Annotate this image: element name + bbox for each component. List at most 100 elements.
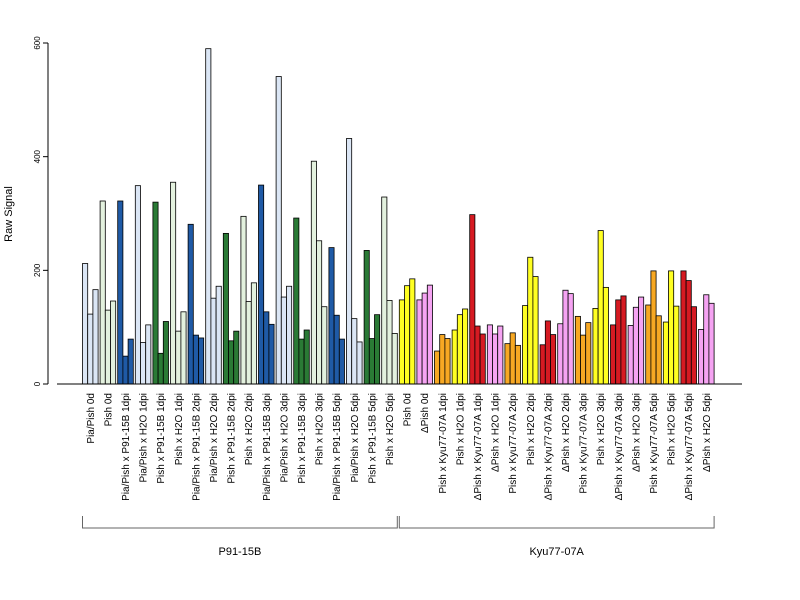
bar — [346, 138, 353, 385]
x-tick-label: Pia/Pish 0d — [86, 393, 97, 444]
x-tick-label: Pish x Kyu77-07A 1dpi — [438, 393, 449, 494]
bar — [122, 355, 129, 385]
bar — [668, 270, 675, 385]
x-tick-label: ΔPish x H2O 3dpi — [631, 393, 642, 472]
group-bracket — [82, 516, 398, 529]
bar — [698, 329, 705, 385]
bar — [104, 309, 111, 385]
bar — [280, 296, 287, 385]
bar — [192, 334, 199, 385]
bar — [268, 323, 275, 385]
bar — [597, 230, 604, 385]
y-tick-label: 0 — [33, 381, 42, 386]
bar — [175, 330, 182, 385]
y-tick-label: 200 — [33, 263, 42, 277]
bar — [544, 320, 551, 385]
bar — [673, 305, 680, 385]
bar — [456, 314, 463, 385]
bar — [293, 217, 300, 385]
x-tick-label: Pish x H2O 2dpi — [244, 393, 255, 465]
bar — [451, 329, 458, 385]
group-bracket — [398, 516, 715, 529]
bar — [228, 340, 235, 385]
bar — [303, 329, 310, 385]
bar — [99, 200, 106, 385]
bar — [632, 306, 639, 385]
bar — [627, 325, 634, 385]
bar — [263, 311, 270, 385]
bar — [321, 306, 328, 385]
bar — [567, 293, 574, 385]
x-tick-label: Pish x H2O 5dpi — [667, 393, 678, 465]
bar — [286, 285, 293, 385]
bar — [145, 324, 152, 385]
bar — [391, 333, 398, 385]
bar — [514, 344, 521, 385]
bar — [328, 247, 335, 385]
bar — [87, 313, 94, 385]
bar — [134, 185, 141, 385]
x-tick-label: Pia/Pish x P91-15B 2dpi — [191, 393, 202, 501]
bar — [310, 160, 317, 385]
bar — [434, 350, 441, 385]
bar — [645, 304, 652, 385]
bar — [222, 232, 229, 385]
bar — [404, 285, 411, 385]
x-tick-label: Pish x H2O 2dpi — [526, 393, 537, 465]
x-tick-label: Pia/Pish x H2O 3dpi — [279, 393, 290, 483]
bar — [486, 324, 493, 385]
bar — [638, 296, 645, 385]
x-tick-label: ΔPish x Kyu77-07A 1dpi — [473, 393, 484, 500]
bar — [527, 256, 534, 385]
x-tick-label: Pish x H2O 3dpi — [315, 393, 326, 465]
bar — [333, 314, 340, 385]
bar — [363, 250, 370, 385]
x-tick-label: ΔPish x H2O 5dpi — [702, 393, 713, 472]
bar — [374, 314, 381, 385]
bar — [592, 308, 599, 385]
bar — [110, 300, 117, 385]
x-tick-label: Pia/Pish x P91-15B 5dpi — [332, 393, 343, 501]
bar — [92, 289, 99, 385]
x-tick-label: Pish x Kyu77-07A 5dpi — [649, 393, 660, 494]
bar — [386, 300, 393, 385]
bar — [469, 214, 476, 385]
x-tick-label: Pish x P91-15B 5dpi — [367, 393, 378, 484]
bar — [157, 352, 164, 385]
bar — [356, 341, 363, 385]
x-tick-label: Pish x Kyu77-07A 3dpi — [579, 393, 590, 494]
group-label: Kyu77-07A — [529, 546, 584, 558]
bar — [615, 299, 622, 385]
bar — [439, 334, 446, 385]
bar — [351, 318, 358, 385]
bar — [708, 302, 715, 385]
x-tick-label: Pish x Kyu77-07A 2dpi — [508, 393, 519, 494]
bar — [140, 342, 147, 385]
bar — [205, 48, 212, 385]
bar — [409, 278, 416, 385]
x-tick-label: Pia/Pish x P91-15B 1dpi — [121, 393, 132, 501]
bar — [444, 338, 451, 385]
bar — [492, 333, 499, 385]
bar — [662, 321, 669, 385]
bar — [215, 285, 222, 385]
bar — [655, 315, 662, 385]
bar — [233, 330, 240, 385]
bar — [258, 184, 265, 385]
bar — [187, 223, 194, 385]
bar — [620, 295, 627, 385]
x-tick-label: Pia/Pish x H2O 2dpi — [209, 393, 220, 483]
bar — [180, 311, 187, 385]
bar — [610, 324, 617, 385]
bar — [550, 334, 557, 385]
bar — [650, 270, 657, 385]
x-tick-label: Pia/Pish x H2O 1dpi — [139, 393, 150, 483]
bar — [416, 299, 423, 385]
bar — [680, 270, 687, 385]
bar — [275, 76, 282, 385]
bars-layer — [82, 48, 715, 385]
bar — [316, 240, 323, 385]
x-tick-label: ΔPish 0d — [420, 393, 431, 433]
x-tick-label: ΔPish x H2O 2dpi — [561, 393, 572, 472]
